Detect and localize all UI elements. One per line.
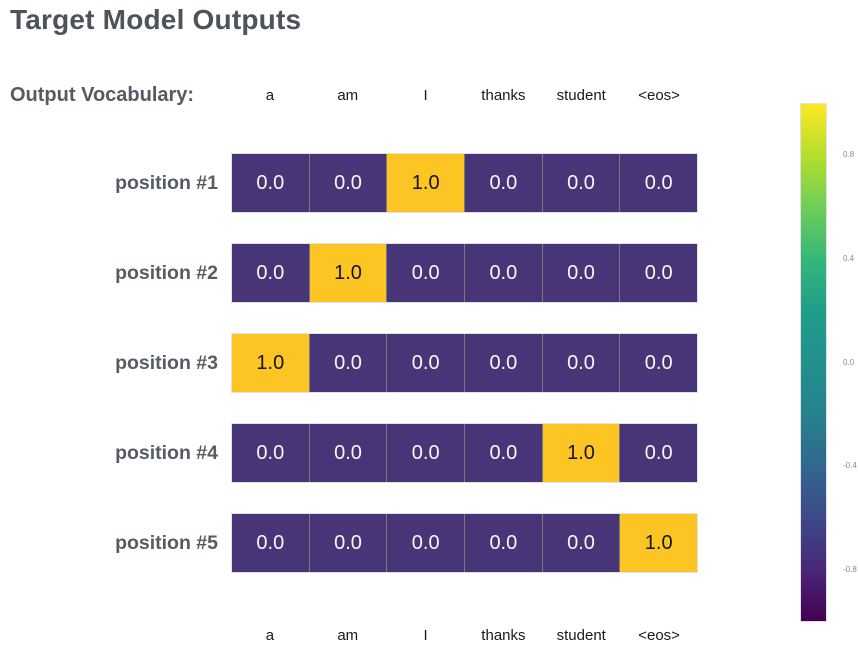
heatmap-row-1: 0.0 0.0 1.0 0.0 0.0 0.0 (231, 153, 698, 213)
column-header-am: am (337, 627, 359, 644)
heatmap-row-5: 0.0 0.0 0.0 0.0 0.0 1.0 (231, 513, 698, 573)
column-header-I: I (423, 627, 428, 644)
row-label-position-4: position #4 (115, 441, 218, 464)
column-header-student: student (556, 627, 606, 644)
heatmap-cell: 0.0 (386, 334, 465, 392)
column-header-a: a (265, 627, 275, 644)
row-label-position-5: position #5 (115, 531, 218, 554)
heatmap-cell: 0.0 (232, 514, 309, 572)
figure-title: Target Model Outputs (10, 4, 302, 35)
colorbar-gradient (800, 103, 827, 622)
heatmap-cell: 0.0 (619, 154, 698, 212)
heatmap-cell: 0.0 (619, 334, 698, 392)
heatmap-cell: 0.0 (464, 334, 542, 392)
heatmap-cell: 0.0 (308, 334, 387, 392)
heatmap-cell: 1.0 (541, 424, 620, 482)
heatmap-cell: 0.0 (386, 514, 465, 572)
colorbar-tick-label: 0.8 (843, 149, 855, 159)
heatmap-cell: 0.0 (232, 424, 309, 482)
heatmap-cell: 0.0 (308, 424, 387, 482)
column-header-I: I (423, 87, 428, 104)
heatmap-cell: 0.0 (464, 514, 542, 572)
heatmap-cell: 1.0 (386, 154, 465, 212)
heatmap-cell: 1.0 (619, 514, 698, 572)
heatmap-cell: 0.0 (386, 424, 465, 482)
column-header-eos: <eos> (638, 627, 680, 644)
column-header-thanks: thanks (481, 87, 526, 104)
heatmap-cell: 0.0 (541, 514, 620, 572)
colorbar-tick-label: 0.0 (843, 357, 855, 367)
column-header-am: am (337, 87, 359, 104)
colorbar-tick-label: -0.8 (843, 565, 857, 575)
heatmap-cell: 0.0 (541, 334, 620, 392)
heatmap-row-2: 0.0 1.0 0.0 0.0 0.0 0.0 (231, 243, 698, 303)
colorbar-tick-label: -0.4 (843, 461, 857, 471)
column-header-eos: <eos> (638, 87, 680, 104)
heatmap-cell: 0.0 (308, 514, 387, 572)
heatmap-row-3: 1.0 0.0 0.0 0.0 0.0 0.0 (231, 333, 698, 393)
row-label-position-1: position #1 (115, 171, 218, 194)
column-header-a: a (265, 87, 275, 104)
row-label-position-2: position #2 (115, 261, 218, 284)
heatmap-cell: 0.0 (464, 244, 542, 302)
heatmap-cell: 0.0 (232, 154, 309, 212)
heatmap-cell: 0.0 (541, 154, 620, 212)
column-header-thanks: thanks (481, 627, 526, 644)
heatmap-cell: 0.0 (308, 154, 387, 212)
colorbar-tick-label: 0.4 (843, 253, 855, 263)
heatmap-cell: 1.0 (232, 334, 309, 392)
output-vocabulary-label: Output Vocabulary: (10, 84, 195, 106)
heatmap-cell: 0.0 (619, 424, 698, 482)
heatmap-cell: 0.0 (386, 244, 465, 302)
heatmap-row-4: 0.0 0.0 0.0 0.0 1.0 0.0 (231, 423, 698, 483)
column-header-student: student (556, 87, 606, 104)
heatmap-cell: 0.0 (464, 424, 542, 482)
heatmap-cell: 0.0 (232, 244, 309, 302)
heatmap-cell: 1.0 (308, 244, 387, 302)
heatmap-cell: 0.0 (541, 244, 620, 302)
heatmap-cell: 0.0 (619, 244, 698, 302)
row-label-position-3: position #3 (115, 351, 218, 374)
heatmap-cell: 0.0 (464, 154, 542, 212)
